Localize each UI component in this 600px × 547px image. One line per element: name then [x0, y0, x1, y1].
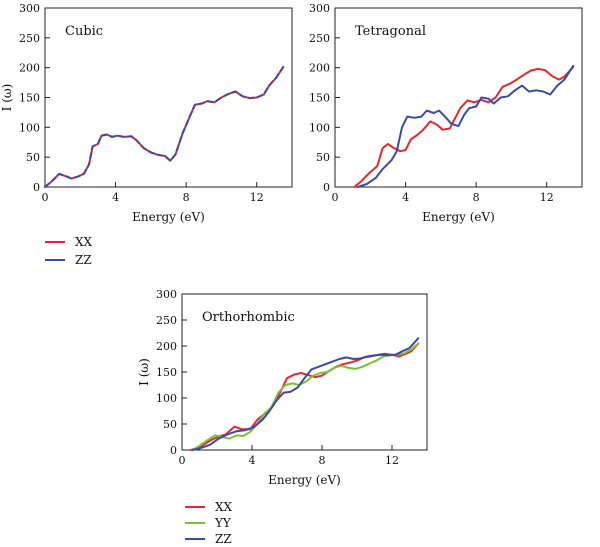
x-axis-label: Energy (eV) [132, 210, 205, 224]
series-line-zz [356, 64, 575, 188]
x-tick-label: 4 [402, 191, 409, 204]
panel-orthorhombic: 0 4 8 12 0 50 100 150 200 250 300 Orthorhombic Energ… [137, 288, 428, 487]
x-tick-label: 12 [250, 191, 264, 204]
y-tick-label: 250 [309, 32, 330, 45]
x-tick-label: 0 [179, 454, 186, 467]
x-tick-label: 8 [473, 191, 480, 204]
series-line-yy [191, 342, 420, 451]
y-axis-label: I (ω) [0, 84, 14, 112]
y-tick-label: 250 [19, 32, 40, 45]
y-tick-label: 300 [156, 288, 177, 301]
y-axis-label: I (ω) [137, 358, 151, 386]
y-tick-label: 0 [323, 181, 330, 194]
legend-label: YY [214, 516, 232, 530]
legend-2: XX YY ZZ [185, 500, 233, 546]
y-tick-label: 100 [156, 392, 177, 405]
x-axis-label: Energy (eV) [422, 210, 495, 224]
x-tick-label: 0 [42, 191, 49, 204]
y-tick-label: 0 [33, 181, 40, 194]
x-tick-label: 0 [332, 191, 339, 204]
y-tick-label: 50 [316, 151, 330, 164]
series-line-zz [191, 337, 420, 451]
legend-1: XX ZZ [45, 235, 93, 267]
panel-title: Orthorhombic [202, 310, 295, 325]
y-tick-label: 50 [163, 418, 177, 431]
panel-title: Tetragonal [355, 24, 426, 39]
y-tick-label: 200 [19, 62, 40, 75]
x-axis-label: Energy (eV) [268, 473, 341, 487]
legend-label: ZZ [215, 532, 232, 546]
x-tick-label: 4 [249, 454, 256, 467]
series-line-xx [189, 342, 420, 451]
y-tick-label: 150 [19, 92, 40, 105]
x-tick-label: 12 [385, 454, 399, 467]
series-line-zz [44, 66, 285, 188]
x-tick-label: 8 [183, 191, 190, 204]
legend-label: XX [215, 500, 233, 514]
y-tick-label: 300 [309, 2, 330, 15]
y-tick-label: 100 [309, 121, 330, 134]
y-tick-label: 200 [156, 340, 177, 353]
x-tick-label: 8 [319, 454, 326, 467]
panel-title: Cubic [65, 24, 103, 39]
x-tick-label: 12 [540, 191, 554, 204]
y-tick-label: 250 [156, 314, 177, 327]
panel-cubic: 0 4 8 12 0 50 100 150 200 250 300 Cubic Energy (eV) I… [0, 2, 293, 224]
y-tick-label: 0 [170, 444, 177, 457]
y-tick-label: 50 [26, 151, 40, 164]
x-tick-label: 4 [112, 191, 119, 204]
series-line-xx [44, 66, 285, 188]
panel-tetragonal: 0 4 8 12 0 50 100 150 200 250 300 Tetragonal Energy … [309, 2, 583, 224]
y-tick-label: 200 [309, 62, 330, 75]
y-tick-label: 300 [19, 2, 40, 15]
y-tick-label: 100 [19, 121, 40, 134]
series-line-xx [353, 66, 575, 188]
y-tick-label: 150 [156, 366, 177, 379]
y-tick-label: 150 [309, 92, 330, 105]
legend-label: XX [75, 235, 93, 249]
legend-label: ZZ [75, 253, 92, 267]
